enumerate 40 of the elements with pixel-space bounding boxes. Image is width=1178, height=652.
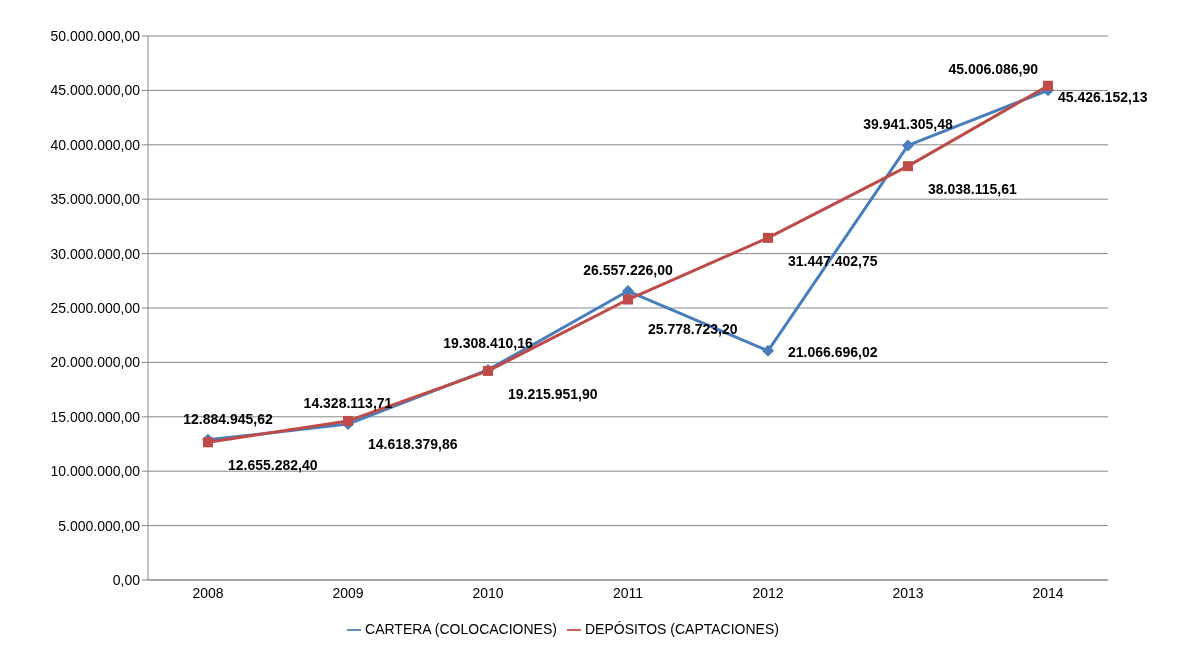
x-tick-label: 2012 — [752, 584, 784, 601]
x-tick-label: 2013 — [892, 584, 924, 601]
point — [902, 139, 914, 152]
data-label: 14.328.113,71 — [303, 395, 393, 412]
x-tick-label: 2011 — [612, 584, 644, 601]
point — [762, 344, 774, 357]
y-tick-label: 30.000.000,00 — [50, 245, 141, 262]
point — [623, 294, 633, 305]
y-tick-label: 15.000.000,00 — [50, 408, 141, 425]
legend-label: CARTERA (COLOCACIONES) — [365, 621, 557, 637]
point — [1043, 80, 1053, 91]
y-tick-label: 35.000.000,00 — [50, 191, 141, 208]
y-tick-label: 45.000.000,00 — [50, 82, 141, 99]
data-label: 21.066.696,02 — [788, 343, 878, 360]
point — [903, 161, 913, 172]
data-label: 19.308.410,16 — [443, 334, 533, 351]
y-tick-label: 25.000.000,00 — [50, 299, 141, 316]
point — [203, 437, 213, 448]
y-tick-label: 5.000.000,00 — [58, 517, 141, 534]
point — [343, 415, 353, 426]
data-label: 39.941.305,48 — [863, 116, 953, 133]
data-label: 26.557.226,00 — [583, 262, 673, 279]
data-label: 12.884.945,62 — [183, 410, 273, 427]
y-tick-label: 10.000.000,00 — [50, 463, 141, 480]
y-tick-label: 0,00 — [112, 571, 141, 588]
x-tick-label: 2010 — [472, 584, 504, 601]
x-tick-label: 2014 — [1032, 584, 1064, 601]
y-tick-label: 20.000.000,00 — [50, 354, 141, 371]
x-tick-label: 2009 — [332, 584, 364, 601]
data-label: 14.618.379,86 — [368, 435, 458, 452]
data-label: 12.655.282,40 — [228, 457, 318, 474]
data-label: 45.006.086,90 — [948, 61, 1039, 78]
y-tick-label: 40.000.000,00 — [50, 136, 141, 153]
point — [763, 232, 773, 243]
legend-label: DEPÓSITOS (CAPTACIONES) — [584, 621, 779, 637]
data-label: 38.038.115,61 — [928, 181, 1017, 198]
y-tick-label: 50.000.000,00 — [50, 27, 141, 44]
data-label: 45.426.152,13 — [1058, 88, 1148, 105]
x-tick-label: 2008 — [192, 584, 224, 601]
data-label: 19.215.951,90 — [508, 385, 598, 402]
